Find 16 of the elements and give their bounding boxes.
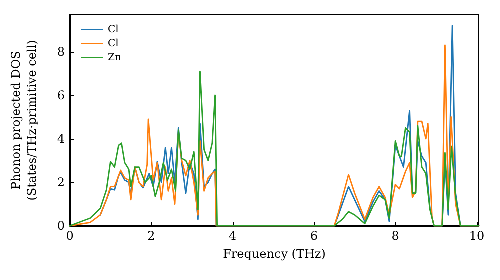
x-tick-label: 2 [148,229,156,243]
y-tick-label: 8 [57,44,65,59]
legend-label: Cl [108,38,119,50]
x-tick-label: 10 [469,229,485,243]
x-tick-label: 0 [66,229,74,243]
x-axis-title: Frequency (THz) [223,247,326,261]
y-tick-label: 0 [57,219,65,233]
y-tick-label: 4 [57,132,66,146]
y-axis-title: Phonon projected DOS (States/THz·primitive cell) [9,40,39,201]
y-tick-label: 6 [57,88,65,102]
x-tick-label: 6 [310,229,318,243]
y-tick-label: 2 [57,175,65,190]
legend-label: Zn [108,52,122,64]
legend-label: Cl [108,24,119,36]
x-tick-label: 4 [228,229,237,243]
x-tick-label: 8 [392,229,400,243]
